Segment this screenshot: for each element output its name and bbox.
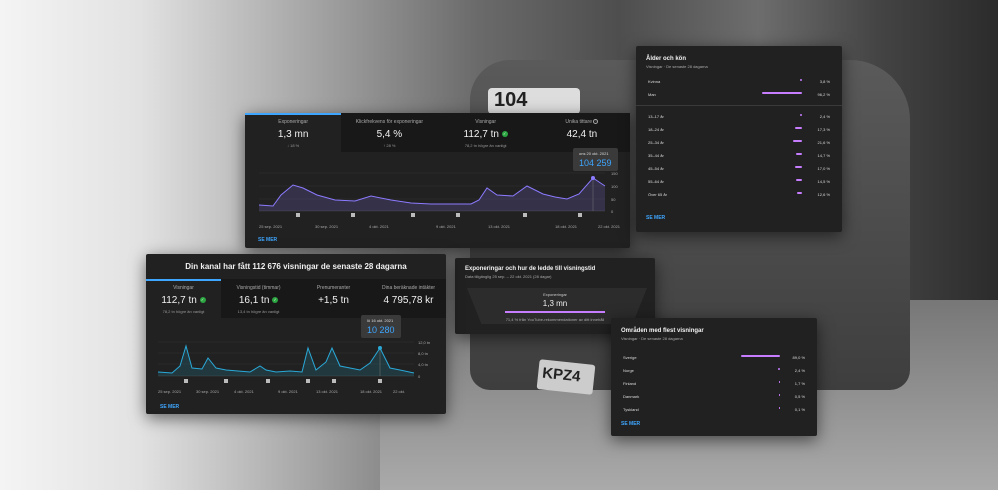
front-plate: 104 — [488, 88, 580, 114]
age-row: 25–34 år 21,6 % — [648, 140, 830, 145]
metric-watch-time[interactable]: Visningstid (timmar) 16,1 tn ✓ 13,4 tn h… — [236, 285, 281, 314]
x-tick: 4 okt. 2021 — [369, 224, 390, 229]
y-tick: 0 — [418, 374, 421, 379]
check-icon: ✓ — [199, 297, 206, 304]
region-row: Finland 1,7 % — [623, 381, 805, 386]
chart-tooltip: ons 20 okt. 2021 104 259 — [573, 148, 618, 171]
x-tick: 30 sep. 2021 — [196, 389, 220, 394]
x-tick: 9 okt. 2021 — [278, 389, 299, 394]
metric-ctr[interactable]: Klickfrekvens för exponeringar 5,4 % ↑ 2… — [355, 119, 423, 148]
funnel-bar — [505, 311, 605, 313]
y-tick: 100 — [611, 184, 618, 189]
top-regions-panel: Områden med flest visningar Visningar · … — [611, 318, 817, 436]
age-gender-panel: Ålder och kön Visningar · De senaste 28 … — [636, 46, 842, 232]
x-tick: 18 okt. 2021 — [360, 389, 383, 394]
y-tick: 8,0 tn — [418, 351, 428, 356]
age-row: 35–44 år 14,7 % — [648, 153, 830, 158]
age-row: 13–17 år 2,4 % — [648, 114, 830, 119]
check-icon: ✓ — [501, 131, 508, 138]
x-tick: 4 okt. 2021 — [234, 389, 255, 394]
x-tick: 13 okt. 2021 — [316, 389, 339, 394]
y-tick: 50 — [611, 197, 616, 202]
page-title: Din kanal har fått 112 676 visningar de … — [185, 262, 407, 271]
metric-views[interactable]: Visningar 112,7 tn ✓ 78,2 tn högre än va… — [463, 119, 508, 148]
y-tick: 4,0 tn — [418, 362, 428, 367]
age-row: 55–64 år 14,5 % — [648, 179, 830, 184]
region-row: Norge 2,4 % — [623, 368, 805, 373]
region-row: Danmark 0,5 % — [623, 394, 805, 399]
channel-views-panel: Din kanal har fått 112 676 visningar de … — [146, 254, 446, 414]
x-tick: 25 sep. 2021 — [259, 224, 283, 229]
y-tick: 12,0 tn — [418, 340, 430, 345]
x-tick: 22 okt. 2021 — [598, 224, 621, 229]
x-tick: 22 okt. — [393, 389, 405, 394]
region-row: Sverige 89,0 % — [623, 355, 805, 360]
see-more-link[interactable]: SE MER — [646, 215, 666, 221]
views-chart[interactable]: 12,0 tn 8,0 tn 4,0 tn 0 25 sep. 2021 30 … — [146, 332, 446, 404]
x-tick: 30 sep. 2021 — [315, 224, 339, 229]
y-tick: 0 — [611, 209, 614, 214]
y-tick: 150 — [611, 171, 618, 176]
x-tick: 25 sep. 2021 — [158, 389, 182, 394]
age-row: 18–24 år 17,3 % — [648, 127, 830, 132]
metric-subscribers[interactable]: Prenumeranter +1,5 tn — [316, 285, 351, 306]
gender-row: Man 96,2 % — [648, 92, 830, 97]
gender-row: Kvinna 3,8 % — [648, 79, 830, 84]
chart-tooltip: lö 16 okt. 2021 10 280 — [361, 315, 401, 338]
metric-views[interactable]: Visningar 112,7 tn ✓ 78,2 tn högre än va… — [146, 279, 221, 318]
metric-revenue[interactable]: Dina beräknade intäkter 4 795,78 kr — [381, 285, 436, 306]
metric-impressions[interactable]: Exponeringar 1,3 mn ↓ 18 % — [245, 113, 342, 152]
region-row: Tyskland 0,1 % — [623, 407, 805, 412]
x-tick: 9 okt. 2021 — [436, 224, 457, 229]
info-icon[interactable]: i — [593, 119, 599, 125]
see-more-link[interactable]: SE MER — [258, 237, 278, 243]
age-row: Över 65 år 12,6 % — [648, 192, 830, 197]
impressions-panel: Exponeringar 1,3 mn ↓ 18 % Klickfrekvens… — [245, 113, 630, 248]
see-more-link[interactable]: SE MER — [160, 404, 180, 410]
impressions-chart[interactable]: 150 100 50 0 25 sep. 2021 30 sep. 2021 4… — [245, 153, 630, 238]
x-tick: 18 okt. 2021 — [555, 224, 578, 229]
check-icon: ✓ — [272, 297, 279, 304]
x-tick: 13 okt. 2021 — [488, 224, 511, 229]
rear-plate: KPZ4 — [536, 359, 596, 395]
metric-unique-viewers[interactable]: Unika tittare i 42,4 tn — [565, 119, 599, 140]
see-more-link[interactable]: SE MER — [621, 421, 641, 427]
divider — [636, 105, 842, 106]
age-row: 45–54 år 17,0 % — [648, 166, 830, 171]
